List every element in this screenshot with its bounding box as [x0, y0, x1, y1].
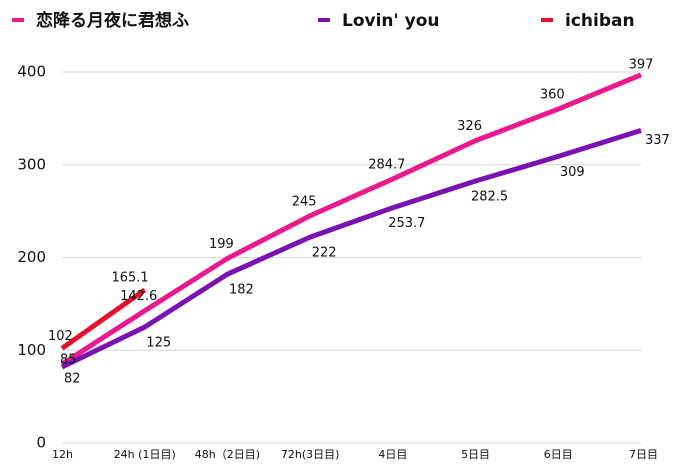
data-label: 102 [48, 329, 73, 344]
data-label: 284.7 [368, 157, 405, 172]
data-label: 245 [292, 194, 317, 209]
data-label: 360 [540, 88, 565, 103]
legend-label: 恋降る月夜に君想ふ [36, 10, 189, 31]
y-tick-label: 0 [36, 434, 46, 452]
data-label: 282.5 [471, 189, 508, 204]
x-tick-label: 5日目 [461, 448, 490, 461]
y-tick-label: 200 [17, 248, 46, 266]
data-label: 397 [629, 57, 654, 72]
data-label: 165.1 [111, 270, 148, 285]
series-line [60, 72, 642, 367]
x-tick-label: 12h [52, 448, 73, 461]
x-tick-label: 24h (1日目) [114, 448, 176, 461]
data-label: 337 [645, 133, 670, 148]
y-tick-label: 100 [17, 341, 46, 359]
y-tick-label: 400 [17, 63, 46, 81]
x-tick-label: 7日目 [629, 448, 658, 461]
data-label: 182 [229, 283, 254, 298]
data-label: 253.7 [388, 216, 425, 231]
data-label: 142.6 [120, 289, 157, 304]
x-tick-label: 72h(3日目) [281, 448, 340, 461]
series-line [60, 128, 642, 370]
data-label: 125 [146, 336, 171, 351]
legend-label: ichiban [565, 11, 635, 31]
data-label: 309 [560, 165, 585, 180]
legend-label: Lovin' you [342, 11, 440, 31]
data-label: 85 [60, 353, 77, 368]
data-label: 82 [64, 371, 81, 386]
x-tick-label: 6日目 [544, 448, 573, 461]
data-label: 326 [457, 119, 482, 134]
x-tick-label: 4日目 [378, 448, 407, 461]
series-line [60, 287, 147, 351]
x-tick-label: 48h（2日目) [195, 448, 260, 461]
data-label: 199 [209, 237, 234, 252]
data-label: 222 [312, 246, 337, 261]
y-tick-label: 300 [17, 155, 46, 173]
